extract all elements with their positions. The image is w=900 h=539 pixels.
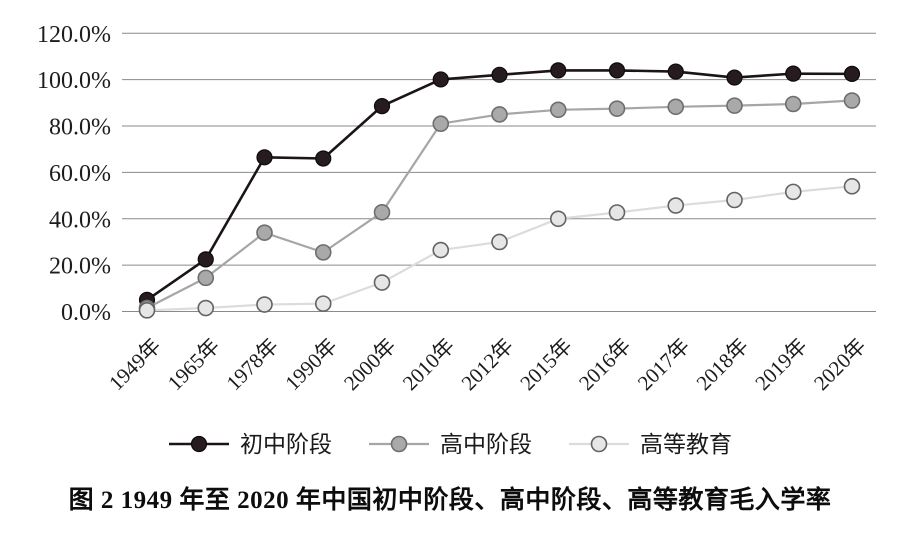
- data-point: [667, 63, 684, 80]
- legend-marker-junior-secondary-icon: [169, 435, 229, 453]
- legend-item-higher-education: 高等教育: [568, 433, 732, 456]
- legend-marker-higher-education-icon: [569, 435, 629, 453]
- series-line-高中阶段: [146, 99, 853, 310]
- data-point: [315, 150, 332, 167]
- data-point: [432, 241, 450, 259]
- data-point: [373, 203, 391, 221]
- data-point: [197, 251, 214, 268]
- x-axis-tick-label: 2010年: [398, 334, 460, 396]
- x-axis-tick-label: 2012年: [457, 334, 519, 396]
- data-point: [491, 66, 508, 83]
- y-axis-tick-label: 100.0%: [37, 68, 111, 94]
- data-point: [373, 97, 391, 115]
- x-axis-tick-label: 2020年: [809, 334, 871, 396]
- x-axis-tick-label: 2016年: [574, 334, 636, 396]
- x-axis-tick-label: 2015年: [515, 334, 577, 396]
- x-axis-tick-label: 1949年: [104, 334, 166, 396]
- data-point: [726, 191, 743, 209]
- y-axis-tick-label: 120.0%: [37, 22, 111, 48]
- x-axis-tick-label: 2000年: [339, 334, 401, 396]
- x-axis-tick-label: 2017年: [633, 334, 695, 396]
- x-axis-tick-label: 1965年: [163, 334, 225, 396]
- data-point: [549, 101, 567, 119]
- data-point: [667, 197, 685, 214]
- data-point: [432, 71, 449, 88]
- legend-item-senior-secondary: 高中阶段: [368, 433, 532, 456]
- y-axis-tick-label: 0.0%: [61, 300, 111, 326]
- data-point: [138, 302, 156, 319]
- line-chart-canvas: 0.0% 20.0% 40.0% 60.0% 80.0% 100.0% 120.0% 1949…: [37, 22, 876, 396]
- data-point: [608, 204, 626, 221]
- data-point: [843, 178, 861, 195]
- legend-label-higher-education: 高等教育: [640, 431, 732, 457]
- data-point: [784, 183, 802, 201]
- data-point: [667, 98, 685, 116]
- y-axis-tick-label: 60.0%: [49, 161, 111, 187]
- data-point: [256, 296, 273, 313]
- data-point: [256, 149, 273, 166]
- data-point: [608, 100, 626, 117]
- legend-item-junior-secondary: 初中阶段: [168, 433, 332, 456]
- data-point: [491, 233, 508, 251]
- legend-label-junior-secondary: 初中阶段: [240, 431, 332, 457]
- x-axis-tick-label: 2018年: [692, 334, 754, 396]
- data-point: [373, 274, 391, 291]
- data-point: [549, 210, 567, 228]
- legend-label-senior-secondary: 高中阶段: [440, 431, 532, 457]
- y-axis-tick-label: 20.0%: [49, 254, 111, 280]
- x-axis-tick-label: 2019年: [750, 334, 812, 396]
- figure-caption: 图 2 1949 年至 2020 年中国初中阶段、高中阶段、高等教育毛入学率: [68, 487, 832, 514]
- data-point: [843, 65, 861, 82]
- y-axis-tick-label: 40.0%: [49, 207, 111, 233]
- data-point: [550, 62, 567, 79]
- legend-marker-senior-secondary-icon: [369, 435, 429, 453]
- data-point: [314, 295, 332, 312]
- data-point: [197, 299, 215, 317]
- data-point: [726, 69, 743, 86]
- chart-legend: 初中阶段 高中阶段 高等教育: [0, 428, 900, 460]
- data-point: [785, 65, 802, 82]
- data-point: [726, 97, 743, 114]
- data-point: [843, 92, 861, 109]
- data-point: [256, 224, 273, 241]
- data-point: [784, 95, 802, 113]
- data-point: [608, 62, 626, 79]
- data-point: [491, 106, 508, 123]
- data-point: [314, 244, 332, 261]
- x-axis-tick-label: 1978年: [222, 334, 284, 396]
- x-axis-tick-label: 1990年: [280, 334, 342, 396]
- data-point: [197, 269, 215, 287]
- y-axis-tick-label: 80.0%: [49, 115, 111, 141]
- data-point: [432, 115, 450, 133]
